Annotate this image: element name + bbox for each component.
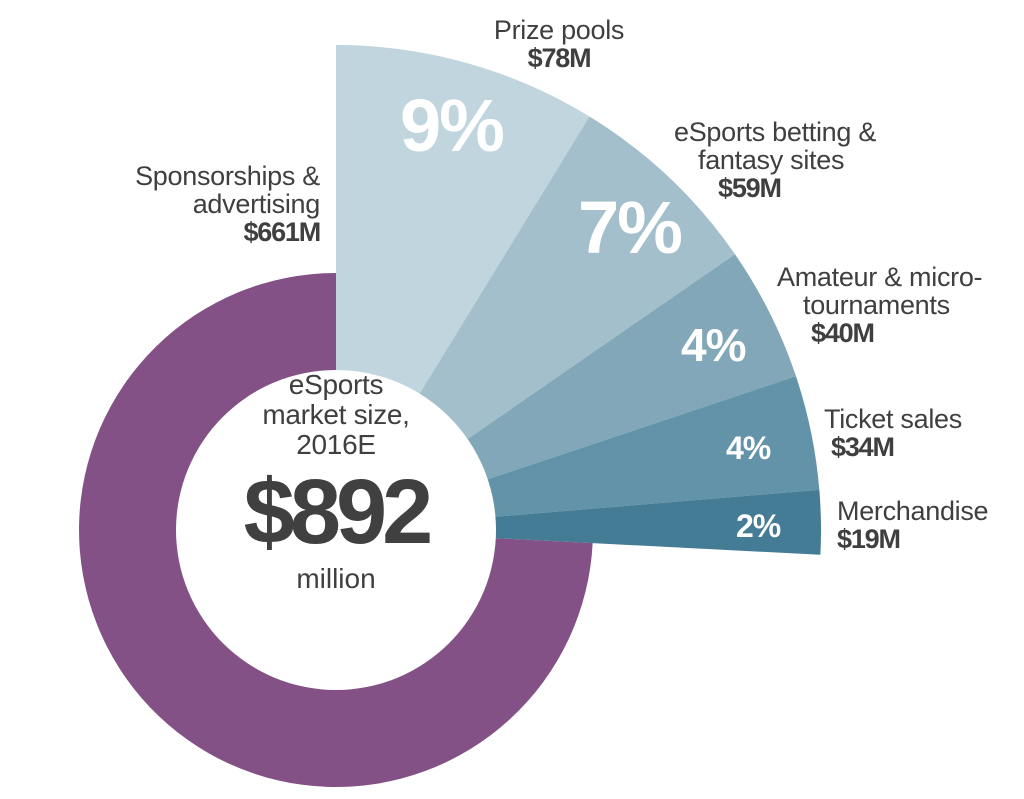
center-total-value: $892 [243,461,434,563]
wedge-merchandise [336,489,821,555]
label-name: advertising [192,189,321,219]
label-value: $59M [718,173,782,203]
label-name: Amateur & micro- [777,262,983,292]
pct-ticket-sales: 4% [726,430,771,466]
pct-merchandise: 2% [736,508,781,544]
label-name: eSports betting & [674,117,877,147]
label-amateur: Amateur & micro- tournaments $40M [777,262,983,348]
label-ticket-sales: Ticket sales $34M [824,405,962,461]
label-prize-pools: Prize pools $78M [490,16,628,72]
label-value: $19M [837,524,901,554]
center-title-line2: market size, [262,399,410,430]
label-name: Merchandise [837,496,989,526]
label-value: $40M [811,318,875,348]
label-sponsorships: Sponsorships & advertising $661M [135,161,321,247]
label-name: Prize pools [493,15,625,45]
center-total: eSports market size, 2016E $892 million [176,370,496,594]
label-betting: eSports betting & fantasy sites $59M [674,118,876,202]
label-name: fantasy sites [698,145,845,175]
label-value: $34M [831,432,895,462]
label-name: Ticket sales [824,404,962,434]
center-hole [176,370,496,690]
label-value: $78M [527,43,592,73]
center-title-line3: 2016E [296,429,376,460]
pct-betting: 7% [578,186,683,269]
label-value: $661M [243,217,321,247]
pct-amateur: 4% [681,319,746,371]
label-merchandise: Merchandise $19M [837,496,989,554]
pct-prize-pools: 9% [400,84,505,167]
label-name: Sponsorships & [135,161,320,191]
center-title-line1: eSports [288,369,384,400]
center-total-unit: million [296,563,376,594]
label-name: tournaments [803,290,950,320]
